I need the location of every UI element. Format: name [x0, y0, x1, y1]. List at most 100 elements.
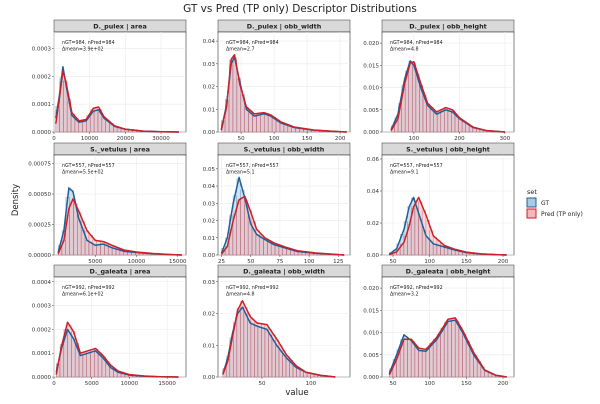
panel-annotation: Δmean=3.2 [390, 292, 419, 298]
histogram-bar [404, 339, 407, 377]
panel-annotation: nGT=984, nPred=984 [226, 40, 279, 46]
x-tick-label: 200 [454, 136, 465, 142]
histogram-bar [437, 334, 440, 377]
x-tick-label: 100 [409, 136, 420, 142]
histogram-bar [405, 75, 408, 132]
y-tick-label: 0.015 [363, 63, 379, 69]
y-tick-label: 0.0001 [32, 351, 51, 357]
histogram-bar [408, 339, 411, 377]
x-tick-label: 5000 [85, 381, 99, 387]
histogram-bar [448, 319, 451, 377]
x-tick-label: 50 [259, 381, 266, 387]
facet-strip-title: D._pulex | obb_width [247, 23, 322, 32]
histogram-bar [433, 339, 436, 377]
y-tick-label: 0.0001 [32, 102, 51, 108]
y-tick-label: 0.04 [367, 189, 380, 195]
y-tick-label: 0.0003 [32, 304, 52, 310]
x-tick-label: 10000 [121, 381, 139, 387]
x-tick-label: 10000 [81, 136, 99, 142]
y-tick-label: 0.05 [203, 167, 216, 173]
histogram-bar [463, 334, 466, 377]
histogram-bar [419, 348, 422, 377]
x-tick-label: 100 [306, 381, 317, 387]
histogram-bar [426, 347, 429, 377]
facet-panel: D._pulex | obb_height0.0000.0050.0100.01… [363, 20, 514, 142]
x-tick-label: 0 [52, 136, 56, 142]
y-tick-label: 0.005 [363, 108, 379, 114]
x-tick-label: 200 [498, 259, 509, 265]
y-tick-label: 0.00075 [28, 162, 51, 168]
x-tick-label: 125 [333, 259, 344, 265]
facet-strip-title: S._vetulus | obb_width [244, 146, 325, 155]
histogram-bar [97, 241, 101, 255]
y-tick-label: 0.03 [203, 280, 216, 286]
y-tick-label: 0.015 [363, 308, 379, 314]
histogram-bar [244, 307, 247, 377]
y-tick-label: 0.04 [203, 39, 216, 45]
y-tick-label: 0.020 [363, 41, 379, 47]
histogram-bar [448, 109, 451, 132]
y-tick-label: 0.00000 [28, 253, 51, 259]
x-tick-label: 100 [304, 259, 315, 265]
histogram-bar [437, 241, 440, 255]
histogram-bar [83, 352, 87, 377]
panel-annotation: Δmean=2.7 [226, 47, 255, 53]
legend-swatch-pred [527, 209, 536, 218]
x-tick-label: 150 [302, 136, 313, 142]
y-tick-label: 0.000 [363, 375, 379, 381]
histogram-bar [93, 240, 97, 255]
histogram-bar [237, 201, 241, 255]
y-tick-label: 0.01 [203, 107, 215, 113]
legend-title: set [527, 188, 537, 196]
histogram-bar [251, 319, 254, 377]
x-tick-label: 100 [424, 381, 435, 387]
y-tick-label: 0.02 [203, 312, 215, 318]
panel-annotation: Δmean=4.8 [390, 47, 419, 53]
panel-annotation: Δmean=6.1e+02 [62, 292, 104, 298]
y-axis-label: Density [11, 184, 21, 216]
y-tick-label: 0.00 [367, 253, 380, 259]
panel-annotation: nGT=557, nPred=557 [390, 163, 443, 169]
histogram-bar [265, 325, 268, 377]
y-tick-label: 0.000 [363, 130, 379, 136]
y-tick-label: 0.0000 [32, 130, 52, 136]
facet-panel: S._vetulus | obb_width0.000.010.020.030.… [203, 143, 350, 265]
y-tick-label: 0.04 [203, 184, 216, 190]
y-tick-label: 0.02 [367, 221, 379, 227]
panel-annotation: Δmean=4.8 [226, 292, 255, 298]
x-tick-label: 5000 [88, 259, 102, 265]
x-tick-label: 300 [500, 136, 511, 142]
y-tick-label: 0.010 [363, 86, 379, 92]
x-tick-label: 10000 [128, 259, 146, 265]
y-tick-label: 0.00025 [28, 223, 51, 229]
x-tick-label: 50 [390, 259, 397, 265]
histogram-bar [444, 322, 447, 377]
histogram-bar [237, 308, 240, 377]
facet-panel: D._galeata | area0.00000.00010.00020.000… [32, 265, 186, 387]
histogram-bar [255, 322, 258, 377]
facet-panels: D._pulex | area0.00000.00010.00020.00030… [28, 20, 514, 387]
x-axis-label: value [285, 388, 308, 398]
y-tick-label: 0.00 [203, 375, 216, 381]
x-tick-label: 15000 [158, 381, 176, 387]
y-tick-label: 0.010 [363, 331, 379, 337]
histogram-bar [455, 321, 458, 377]
y-tick-label: 0.03 [203, 201, 216, 207]
facet-panel: D._galeata | obb_height0.0000.0050.0100.… [363, 265, 514, 387]
panel-annotation: nGT=992, nPred=992 [390, 285, 443, 291]
facet-strip-title: D._pulex | area [93, 23, 147, 32]
histogram-bar [87, 351, 91, 377]
histogram-bar [85, 231, 89, 255]
x-tick-label: 200 [498, 381, 509, 387]
histogram-bar [258, 323, 261, 377]
y-tick-label: 0.00 [203, 130, 216, 136]
panel-annotation: nGT=984, nPred=984 [62, 40, 115, 46]
chart-title: GT vs Pred (TP only) Descriptor Distribu… [183, 3, 417, 15]
x-tick-label: 30000 [152, 136, 170, 142]
y-tick-label: 0.0002 [32, 327, 51, 333]
x-tick-label: 50 [247, 259, 254, 265]
histogram-bar [240, 301, 243, 377]
y-tick-label: 0.00 [203, 253, 216, 259]
x-tick-label: 200 [335, 136, 346, 142]
histogram-bar [70, 202, 74, 255]
